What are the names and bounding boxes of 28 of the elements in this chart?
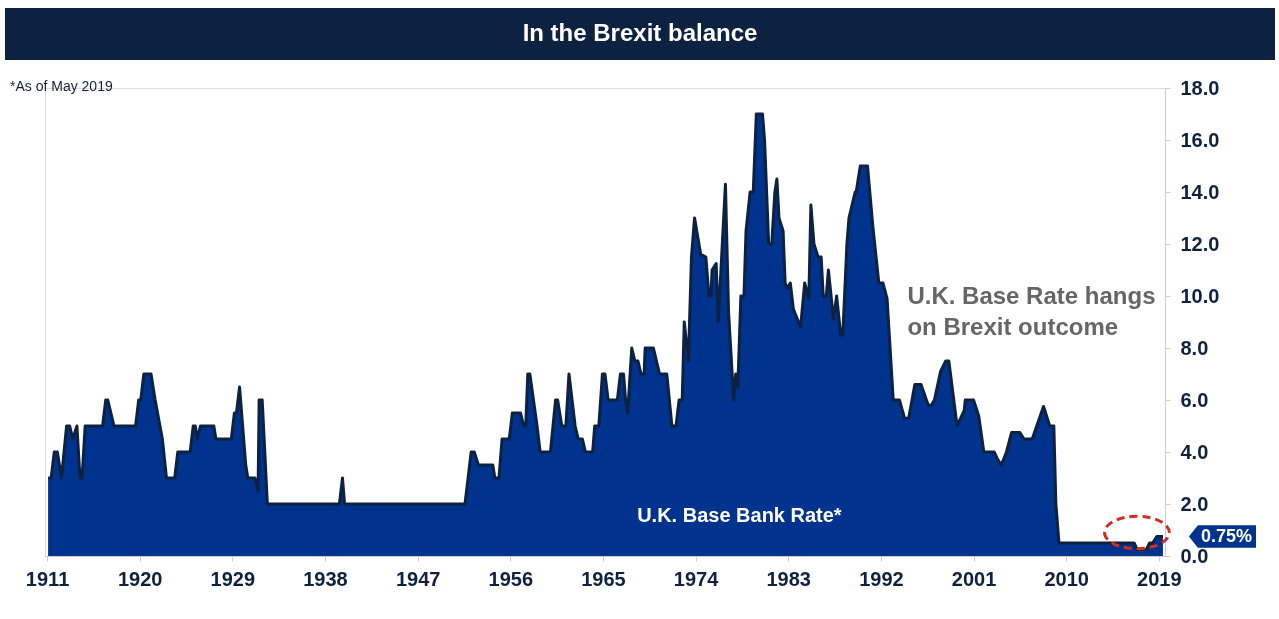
- y-tick-label: 12.0: [1180, 232, 1220, 255]
- x-tick-label: 1920: [117, 567, 163, 590]
- y-tick-label: 4.0: [1180, 440, 1209, 463]
- x-tick-label: 1929: [210, 567, 256, 590]
- x-tick-label: 2010: [1044, 567, 1089, 590]
- series-label: U.K. Base Bank Rate*: [637, 504, 842, 526]
- x-tick-label: 1992: [859, 567, 904, 590]
- annotation: 0.75%: [1200, 525, 1252, 546]
- x-tick-label: 1911: [25, 567, 70, 590]
- y-tick-label: 2.0: [1180, 492, 1209, 515]
- y-tick-label: 10.0: [1180, 284, 1220, 307]
- annotation: *As of May 2019: [10, 78, 113, 94]
- x-tick-label: 2001: [951, 567, 997, 590]
- chart-title: In the Brexit balance: [522, 19, 758, 46]
- x-tick-label: 1974: [673, 567, 720, 590]
- x-tick-label: 1938: [303, 567, 348, 590]
- y-tick-label: 6.0: [1180, 388, 1209, 411]
- y-tick-label: 8.0: [1180, 336, 1209, 359]
- x-tick-label: 1956: [488, 567, 534, 590]
- y-tick-label: 16.0: [1180, 128, 1220, 151]
- y-tick-label: 18.0: [1180, 76, 1220, 99]
- x-tick-label: 1983: [766, 567, 811, 590]
- annotation: U.K. Base Rate hangs on Brexit outcome: [907, 281, 1156, 340]
- y-tick-label: 14.0: [1180, 180, 1220, 203]
- x-tick-label: 1965: [581, 567, 626, 590]
- x-tick-label: 1947: [395, 567, 441, 590]
- x-tick-label: 2019: [1137, 567, 1182, 590]
- y-tick-label: 0.0: [1180, 544, 1209, 567]
